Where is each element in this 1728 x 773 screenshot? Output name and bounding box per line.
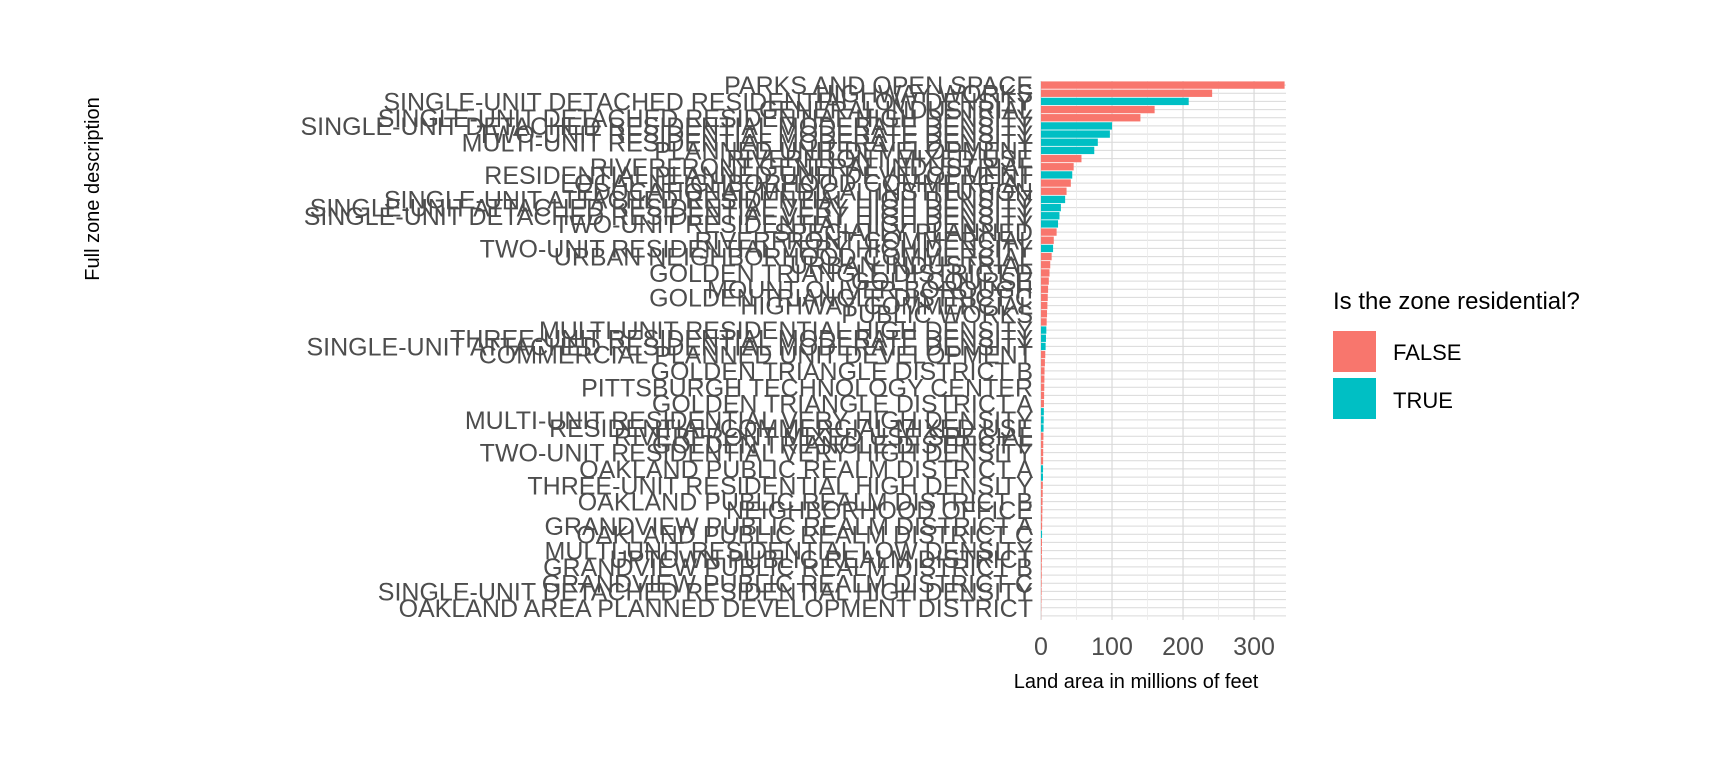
bar	[1041, 482, 1043, 489]
bar	[1041, 506, 1042, 513]
y-axis-title: Full zone description	[82, 97, 104, 280]
bar	[1041, 122, 1112, 129]
bar	[1041, 286, 1048, 293]
bar	[1041, 531, 1042, 538]
bar	[1041, 522, 1042, 529]
bar	[1041, 343, 1046, 350]
bar	[1041, 277, 1049, 284]
bar	[1041, 237, 1054, 244]
legend-swatch-false	[1333, 331, 1376, 372]
bar	[1041, 302, 1047, 309]
bar	[1041, 163, 1074, 170]
category-label: OAKLAND AREA PLANNED DEVELOPMENT DISTRIC…	[399, 595, 1033, 623]
bar	[1041, 212, 1059, 219]
bar	[1041, 326, 1046, 333]
bar	[1041, 580, 1042, 587]
bar	[1041, 351, 1045, 358]
bar	[1041, 433, 1043, 440]
legend-swatch-true	[1333, 378, 1376, 419]
bar	[1041, 335, 1046, 342]
bar	[1041, 294, 1048, 301]
bar	[1041, 220, 1058, 227]
bar	[1041, 473, 1043, 480]
legend-label-false: FALSE	[1393, 340, 1461, 365]
bar	[1041, 253, 1052, 260]
legend-label-true: TRUE	[1393, 388, 1453, 413]
bar	[1041, 130, 1110, 137]
bar	[1041, 384, 1044, 391]
bar	[1041, 98, 1189, 105]
bar	[1041, 359, 1045, 366]
bar	[1041, 457, 1043, 464]
bar	[1041, 416, 1044, 423]
bar	[1041, 179, 1071, 186]
bar	[1041, 310, 1047, 317]
bar	[1041, 571, 1042, 578]
bar	[1041, 81, 1285, 88]
bar	[1041, 424, 1044, 431]
x-tick-label: 0	[1034, 633, 1048, 661]
bar	[1041, 139, 1098, 146]
bar	[1041, 318, 1047, 325]
bar	[1041, 392, 1044, 399]
bar	[1041, 547, 1042, 554]
bar	[1041, 204, 1061, 211]
bar	[1041, 563, 1042, 570]
bar	[1041, 408, 1044, 415]
bar	[1041, 375, 1044, 382]
bar	[1041, 400, 1044, 407]
bar	[1041, 196, 1065, 203]
x-tick-label: 100	[1091, 633, 1133, 661]
bar	[1041, 106, 1155, 113]
bar	[1041, 367, 1045, 374]
bar	[1041, 245, 1053, 252]
bar	[1041, 465, 1043, 472]
bar	[1041, 555, 1042, 562]
x-tick-label: 200	[1162, 633, 1204, 661]
bar	[1041, 228, 1057, 235]
bar	[1041, 588, 1042, 595]
bar	[1041, 90, 1212, 97]
bar	[1041, 261, 1050, 268]
legend-title: Is the zone residential?	[1333, 288, 1580, 315]
bar	[1041, 269, 1050, 276]
bar	[1041, 441, 1043, 448]
bar	[1041, 449, 1043, 456]
x-tick-label: 300	[1233, 633, 1275, 661]
bar	[1041, 539, 1042, 546]
bar	[1041, 498, 1043, 505]
bar	[1041, 114, 1140, 121]
bar	[1041, 171, 1072, 178]
bar	[1041, 514, 1042, 521]
x-axis-title: Land area in millions of feet	[1014, 671, 1259, 693]
bar	[1041, 147, 1094, 154]
bar	[1041, 155, 1081, 162]
bar	[1041, 490, 1043, 497]
bar	[1041, 188, 1067, 195]
